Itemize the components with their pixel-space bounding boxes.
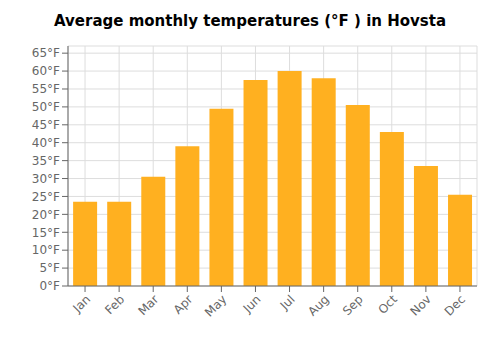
svg-text:50°F: 50°F [32,100,60,114]
svg-text:Feb: Feb [102,292,127,317]
svg-text:Aug: Aug [305,292,331,318]
svg-text:Apr: Apr [171,292,196,317]
svg-text:Sep: Sep [340,292,366,318]
svg-text:Oct: Oct [375,292,400,317]
svg-text:5°F: 5°F [39,261,60,275]
svg-text:Dec: Dec [442,292,468,318]
svg-text:40°F: 40°F [32,136,60,150]
svg-text:15°F: 15°F [32,226,60,240]
svg-text:Jun: Jun [240,292,264,316]
svg-text:Jul: Jul [277,292,298,313]
svg-text:30°F: 30°F [32,172,60,186]
svg-text:45°F: 45°F [32,118,60,132]
svg-text:35°F: 35°F [32,154,60,168]
svg-text:55°F: 55°F [32,82,60,96]
svg-text:60°F: 60°F [32,64,60,78]
svg-text:0°F: 0°F [39,279,60,293]
svg-text:10°F: 10°F [32,243,60,257]
svg-text:Nov: Nov [408,292,434,318]
svg-text:May: May [202,292,229,319]
svg-text:Mar: Mar [135,292,161,318]
svg-text:Jan: Jan [69,292,93,316]
svg-text:65°F: 65°F [32,46,60,60]
svg-text:25°F: 25°F [32,190,60,204]
html-text:Average monthly temperatures (: Average monthly temperatures (°F ) in Ho… [54,12,446,30]
svg-text:20°F: 20°F [32,208,60,222]
